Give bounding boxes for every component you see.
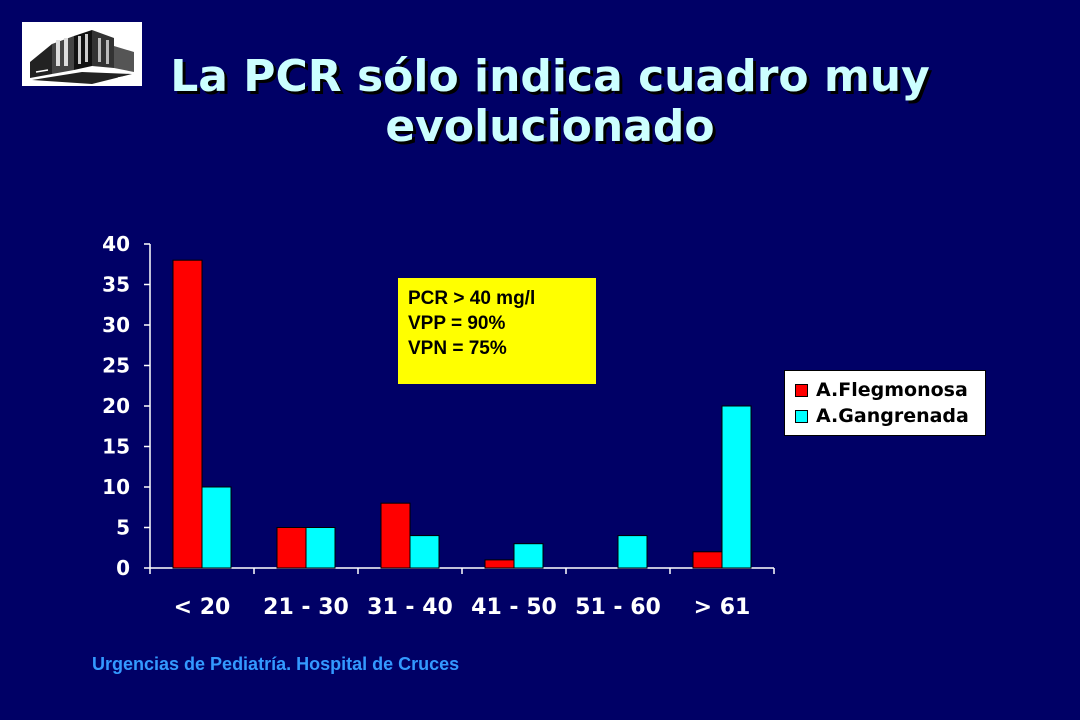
chart-labels: 0 5 10 15 20 25 30 35 40 < 20 21 - 30 31 - 40 41 - 5…	[102, 232, 750, 620]
annotation-line-2: VPP = 90%	[408, 313, 506, 334]
x-category-label: < 20	[174, 595, 231, 620]
annotation-line-3: VPN = 75%	[408, 338, 507, 359]
slide-title: La PCR sólo indica cuadro muy evoluciona…	[120, 52, 980, 152]
hospital-building-icon	[22, 22, 142, 86]
chart-bars	[172, 259, 752, 569]
legend-label-gangrenada: A.Gangrenada	[816, 405, 969, 427]
chart-legend: A.Flegmonosa A.Gangrenada	[784, 370, 986, 436]
bar-flegmonosa	[484, 559, 515, 569]
y-tick-label: 25	[102, 354, 130, 378]
bar-flegmonosa	[172, 259, 203, 569]
x-category-label: 41 - 50	[471, 595, 557, 620]
x-category-label: 31 - 40	[367, 595, 453, 620]
y-tick-label: 35	[102, 273, 130, 297]
bar-flegmonosa	[380, 502, 411, 569]
y-tick-label: 10	[102, 475, 130, 499]
title-line-2: evolucionado	[385, 101, 715, 152]
hospital-logo	[22, 22, 142, 86]
y-tick-label: 40	[102, 232, 130, 256]
bar-gangrenada	[305, 527, 336, 569]
y-tick-label: 15	[102, 435, 130, 459]
source-footnote: Urgencias de Pediatría. Hospital de Cruc…	[92, 654, 460, 674]
y-tick-label: 20	[102, 394, 130, 418]
legend-swatch-gangrenada	[795, 409, 808, 423]
bar-flegmonosa	[692, 551, 723, 569]
y-tick-label: 0	[116, 556, 130, 580]
title-line-1: La PCR sólo indica cuadro muy	[170, 51, 930, 102]
bar-gangrenada	[721, 405, 752, 569]
legend-item-gangrenada: A.Gangrenada	[795, 403, 985, 429]
legend-label-flegmonosa: A.Flegmonosa	[816, 379, 968, 401]
bar-gangrenada	[201, 486, 232, 569]
bar-gangrenada	[409, 535, 440, 569]
bar-flegmonosa	[276, 527, 307, 569]
x-category-label: > 61	[694, 595, 751, 620]
pcr-annotation-box: PCR > 40 mg/l VPP = 90% VPN = 75%	[398, 278, 596, 384]
x-category-label: 51 - 60	[575, 595, 661, 620]
legend-swatch-flegmonosa	[795, 383, 808, 397]
bar-gangrenada	[617, 535, 648, 569]
bar-gangrenada	[513, 543, 544, 569]
chart-axes	[144, 243, 775, 574]
annotation-line-1: PCR > 40 mg/l	[408, 288, 536, 309]
y-tick-label: 5	[116, 516, 130, 540]
legend-item-flegmonosa: A.Flegmonosa	[795, 377, 985, 403]
x-category-label: 21 - 30	[263, 595, 349, 620]
y-tick-label: 30	[102, 313, 130, 337]
